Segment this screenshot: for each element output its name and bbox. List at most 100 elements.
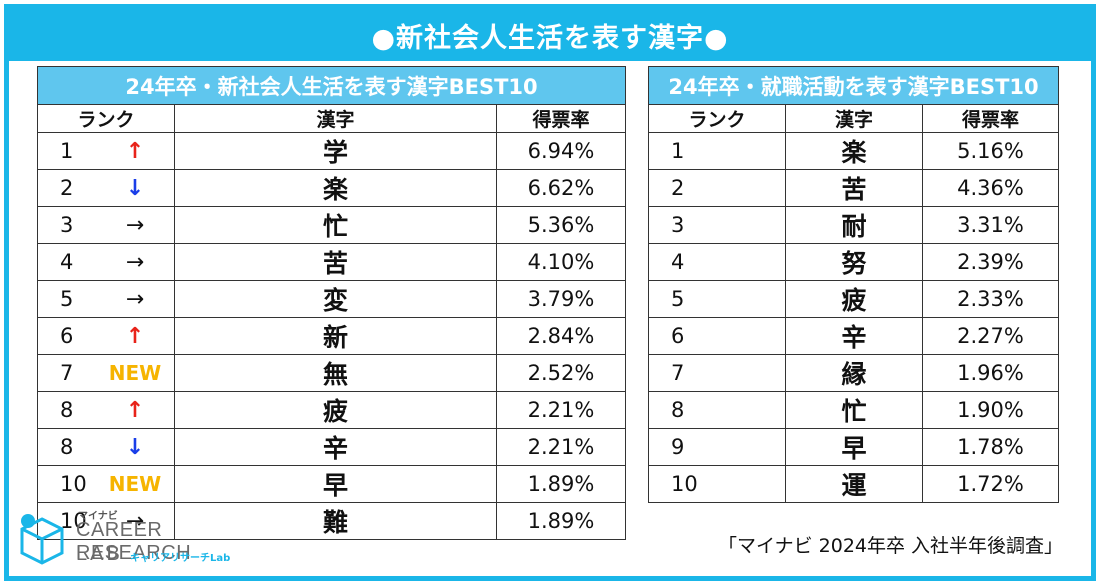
rank-wrapper: 4 →: [38, 244, 174, 280]
table-title: 24年卒・就職活動を表す漢字BEST10: [648, 66, 1059, 105]
rank-cell: 7: [648, 354, 786, 392]
table-row: 3 耐 3.31%: [648, 206, 1059, 244]
rank-cell: 7 NEW: [37, 354, 175, 392]
kanji-cell: 変: [174, 280, 497, 318]
trend-up-indicator: ↑: [125, 397, 145, 423]
kanji-cell: 疲: [174, 391, 497, 429]
rank-cell: 10 →: [37, 502, 175, 540]
kanji-cell: 学: [174, 132, 497, 170]
kanji-cell: 楽: [174, 169, 497, 207]
rate-cell: 6.94%: [496, 132, 626, 170]
kanji-cell: 苦: [785, 169, 923, 207]
rank-wrapper: 8: [649, 392, 785, 428]
rate-cell: 2.52%: [496, 354, 626, 392]
rank-wrapper: 10 NEW: [38, 466, 174, 502]
table-row: 5 → 変 3.79%: [37, 280, 626, 318]
table-row: 1 楽 5.16%: [648, 132, 1059, 170]
cube-logo-icon: [20, 514, 64, 565]
rank-cell: 8 ↑: [37, 391, 175, 429]
column-header-rate: 得票率: [496, 104, 626, 133]
kanji-cell: 縁: [785, 354, 923, 392]
kanji-cell: 苦: [174, 243, 497, 281]
rank-cell: 6 ↑: [37, 317, 175, 355]
rank-number: 6: [60, 324, 74, 348]
rank-number: 1: [60, 139, 74, 163]
rank-cell: 4 →: [37, 243, 175, 281]
trend-flat-indicator: →: [125, 249, 145, 275]
table-row: 9 早 1.78%: [648, 428, 1059, 466]
kanji-cell: 忙: [785, 391, 923, 429]
logo-brand-small: マイナビ: [78, 511, 118, 522]
trend-up-indicator: ↑: [125, 323, 145, 349]
rank-wrapper: 6: [649, 318, 785, 354]
rank-wrapper: 2: [649, 170, 785, 206]
rank-wrapper: 9: [649, 429, 785, 465]
trend-flat-indicator: →: [125, 286, 145, 312]
rate-cell: 1.96%: [922, 354, 1059, 392]
career-research-lab-logo: マイナビ CAREER RESEARCH LAB キャリアリサーチLab: [18, 505, 278, 570]
kanji-cell: 辛: [785, 317, 923, 355]
trend-down-indicator: ↓: [125, 434, 145, 460]
rate-cell: 2.21%: [496, 428, 626, 466]
rank-cell: 1: [648, 132, 786, 170]
table-row: 10 NEW 早 1.89%: [37, 465, 626, 503]
rank-wrapper: 4: [649, 244, 785, 280]
rate-cell: 5.16%: [922, 132, 1059, 170]
rank-wrapper: 10: [649, 466, 785, 502]
rate-cell: 3.31%: [922, 206, 1059, 244]
kanji-cell: 新: [174, 317, 497, 355]
rank-number: 7: [671, 361, 685, 385]
rank-wrapper: 3 →: [38, 207, 174, 243]
rank-number: 8: [671, 398, 685, 422]
rank-wrapper: 7: [649, 355, 785, 391]
rank-wrapper: 7 NEW: [38, 355, 174, 391]
rank-wrapper: 1: [649, 133, 785, 169]
column-header-row: ランク 漢字 得票率: [648, 104, 1059, 133]
kanji-cell: 難: [174, 502, 497, 540]
trend-new-indicator: NEW: [108, 361, 162, 385]
logo-line-2: LAB: [76, 543, 123, 565]
table-row: 10 → 難 1.89%: [37, 502, 626, 540]
rate-cell: 2.27%: [922, 317, 1059, 355]
rate-cell: 3.79%: [496, 280, 626, 318]
rank-cell: 5: [648, 280, 786, 318]
column-header-kanji: 漢字: [785, 104, 923, 133]
trend-flat-indicator: →: [125, 212, 145, 238]
kanji-cell: 早: [174, 465, 497, 503]
rate-cell: 2.39%: [922, 243, 1059, 281]
new-employee-life-kanji-table: 24年卒・新社会人生活を表す漢字BEST10 ランク 漢字 得票率 1 ↑ 学 6.9…: [37, 66, 626, 540]
table-row: 7 縁 1.96%: [648, 354, 1059, 392]
logo-line-1: CAREER RESEARCH: [76, 519, 192, 564]
table-row: 8 ↑ 疲 2.21%: [37, 391, 626, 429]
rank-wrapper: 1 ↑: [38, 133, 174, 169]
rank-cell: 2: [648, 169, 786, 207]
rank-cell: 9: [648, 428, 786, 466]
table-row: 8 忙 1.90%: [648, 391, 1059, 429]
rank-cell: 8: [648, 391, 786, 429]
rank-cell: 3: [648, 206, 786, 244]
table-row: 6 ↑ 新 2.84%: [37, 317, 626, 355]
rank-cell: 8 ↓: [37, 428, 175, 466]
kanji-cell: 早: [785, 428, 923, 466]
rate-cell: 1.89%: [496, 465, 626, 503]
rank-wrapper: 3: [649, 207, 785, 243]
rank-number: 10: [60, 509, 87, 533]
rank-number: 10: [671, 472, 698, 496]
column-header-kanji: 漢字: [174, 104, 497, 133]
kanji-cell: 無: [174, 354, 497, 392]
table-row: 2 ↓ 楽 6.62%: [37, 169, 626, 207]
table-row: 8 ↓ 辛 2.21%: [37, 428, 626, 466]
rank-cell: 2 ↓: [37, 169, 175, 207]
table-row: 3 → 忙 5.36%: [37, 206, 626, 244]
rank-wrapper: 2 ↓: [38, 170, 174, 206]
rank-number: 3: [671, 213, 685, 237]
rank-cell: 5 →: [37, 280, 175, 318]
column-header-rank: ランク: [648, 104, 786, 133]
rank-number: 7: [60, 361, 74, 385]
rank-number: 10: [60, 472, 87, 496]
trend-down-indicator: ↓: [125, 175, 145, 201]
rank-wrapper: 6 ↑: [38, 318, 174, 354]
rank-number: 4: [671, 250, 685, 274]
rate-cell: 6.62%: [496, 169, 626, 207]
rank-cell: 1 ↑: [37, 132, 175, 170]
